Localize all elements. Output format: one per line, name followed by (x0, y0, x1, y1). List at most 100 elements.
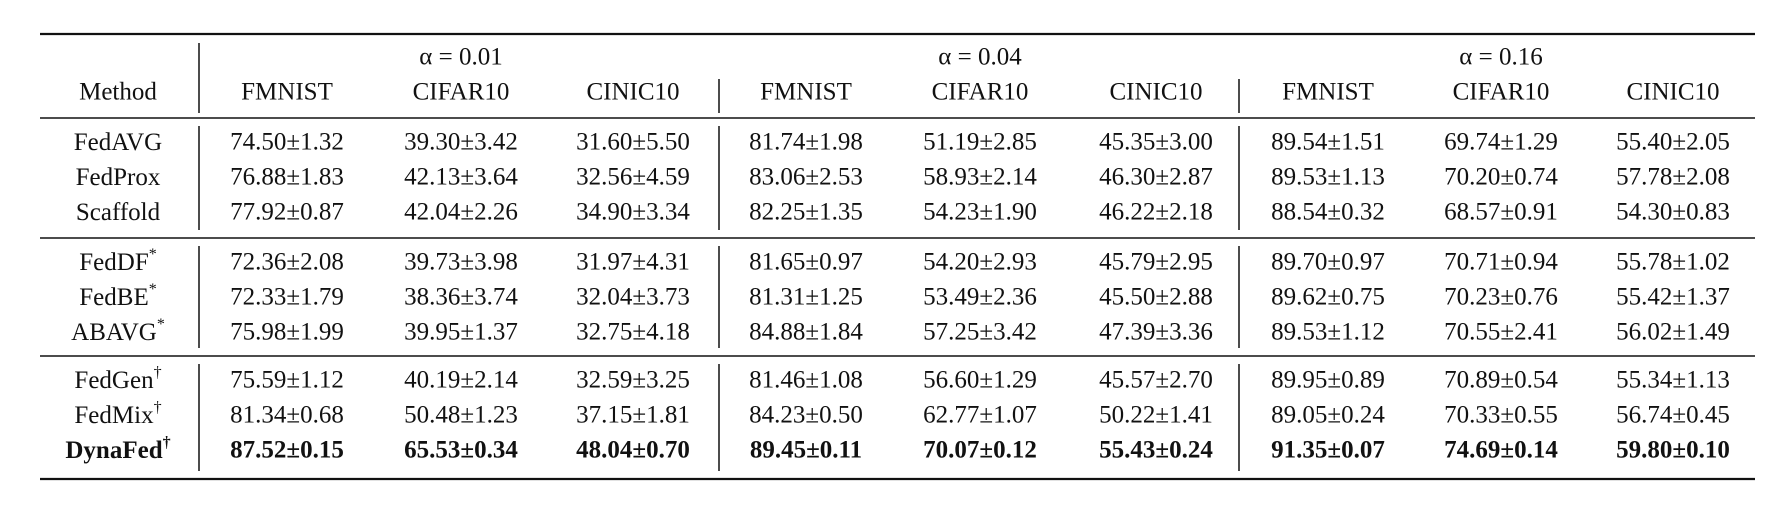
cell-value: 75.59±1.12 (230, 367, 344, 394)
cell-value: 84.23±0.50 (749, 402, 863, 429)
cell-value: 48.04±0.70 (576, 437, 690, 464)
method-label: FedProx (76, 164, 161, 191)
group-label: α = 0.16 (1459, 44, 1542, 71)
cell-value: 81.65±0.97 (749, 249, 863, 276)
cell-value: 34.90±3.34 (576, 199, 690, 226)
column-header: FMNIST (760, 79, 852, 106)
cell-value: 87.52±0.15 (230, 437, 344, 464)
cell-value: 45.57±2.70 (1099, 367, 1213, 394)
cell-value: 50.48±1.23 (404, 402, 518, 429)
method-name: FedGen† (74, 364, 161, 394)
cell-value: 89.53±1.13 (1271, 164, 1385, 191)
method-mark: † (163, 434, 171, 451)
cell-value: 32.75±4.18 (576, 319, 690, 346)
cell-value: 38.36±3.74 (404, 284, 518, 311)
cell-value: 32.04±3.73 (576, 284, 690, 311)
column-header: CIFAR10 (932, 79, 1029, 106)
method-name: FedBE* (79, 281, 156, 311)
cell-value: 45.35±3.00 (1099, 129, 1213, 156)
cell-value: 70.71±0.94 (1444, 249, 1558, 276)
cell-value: 37.15±1.81 (576, 402, 690, 429)
method-name: FedMix† (74, 399, 161, 429)
cell-value: 81.31±1.25 (749, 284, 863, 311)
cell-value: 70.23±0.76 (1444, 284, 1558, 311)
cell-value: 55.40±2.05 (1616, 129, 1730, 156)
cell-value: 83.06±2.53 (749, 164, 863, 191)
method-mark: † (154, 364, 162, 381)
group-label: α = 0.01 (419, 44, 502, 71)
cell-value: 39.73±3.98 (404, 249, 518, 276)
cell-value: 77.92±0.87 (230, 199, 344, 226)
cell-value: 32.56±4.59 (576, 164, 690, 191)
cell-value: 81.74±1.98 (749, 129, 863, 156)
cell-value: 31.60±5.50 (576, 129, 690, 156)
cell-value: 91.35±0.07 (1271, 437, 1385, 464)
method-label: FedDF (79, 249, 148, 276)
method-label: ABAVG (71, 319, 157, 346)
column-header: FMNIST (241, 79, 333, 106)
cell-value: 42.04±2.26 (404, 199, 518, 226)
method-label: FedBE (79, 284, 148, 311)
column-header: FMNIST (1282, 79, 1374, 106)
cell-value: 53.49±2.36 (923, 284, 1037, 311)
cell-value: 70.20±0.74 (1444, 164, 1558, 191)
cell-value: 55.78±1.02 (1616, 249, 1730, 276)
column-header: CINIC10 (1626, 79, 1719, 106)
method-label: DynaFed (65, 437, 162, 464)
cell-value: 54.20±2.93 (923, 249, 1037, 276)
cell-value: 68.57±0.91 (1444, 199, 1558, 226)
method-name: FedAVG (74, 129, 162, 156)
column-header: CINIC10 (586, 79, 679, 106)
cell-value: 72.33±1.79 (230, 284, 344, 311)
cell-value: 89.45±0.11 (750, 437, 862, 464)
cell-value: 75.98±1.99 (230, 319, 344, 346)
method-label: Scaffold (76, 199, 161, 226)
column-header: CINIC10 (1109, 79, 1202, 106)
cell-value: 57.25±3.42 (923, 319, 1037, 346)
column-header: CIFAR10 (1453, 79, 1550, 106)
cell-value: 55.42±1.37 (1616, 284, 1730, 311)
method-name: FedDF* (79, 246, 156, 276)
cell-value: 62.77±1.07 (923, 402, 1037, 429)
header-method: Method (79, 79, 157, 106)
cell-value: 89.70±0.97 (1271, 249, 1385, 276)
method-mark: † (154, 399, 162, 416)
cell-value: 59.80±0.10 (1616, 437, 1730, 464)
cell-value: 56.02±1.49 (1616, 319, 1730, 346)
cell-value: 46.22±2.18 (1099, 199, 1213, 226)
cell-value: 89.95±0.89 (1271, 367, 1385, 394)
cell-value: 70.89±0.54 (1444, 367, 1558, 394)
method-name: DynaFed† (65, 434, 170, 464)
cell-value: 74.69±0.14 (1444, 437, 1558, 464)
cell-value: 76.88±1.83 (230, 164, 344, 191)
cell-value: 89.62±0.75 (1271, 284, 1385, 311)
cell-value: 40.19±2.14 (404, 367, 518, 394)
cell-value: 54.30±0.83 (1616, 199, 1730, 226)
cell-value: 74.50±1.32 (230, 129, 344, 156)
cell-value: 50.22±1.41 (1099, 402, 1213, 429)
cell-value: 57.78±2.08 (1616, 164, 1730, 191)
method-mark: * (157, 316, 165, 333)
cell-value: 82.25±1.35 (749, 199, 863, 226)
cell-value: 55.34±1.13 (1616, 367, 1730, 394)
cell-value: 56.60±1.29 (923, 367, 1037, 394)
cell-value: 58.93±2.14 (923, 164, 1037, 191)
group-label: α = 0.04 (938, 44, 1022, 71)
cell-value: 89.05±0.24 (1271, 402, 1385, 429)
cell-value: 51.19±2.85 (923, 129, 1037, 156)
cell-value: 70.07±0.12 (923, 437, 1037, 464)
cell-value: 81.46±1.08 (749, 367, 863, 394)
cell-value: 56.74±0.45 (1616, 402, 1730, 429)
cell-value: 88.54±0.32 (1271, 199, 1385, 226)
method-name: FedProx (76, 164, 161, 191)
method-mark: * (149, 246, 157, 263)
cell-value: 39.95±1.37 (404, 319, 518, 346)
cell-value: 65.53±0.34 (404, 437, 518, 464)
method-label: FedAVG (74, 129, 162, 156)
cell-value: 39.30±3.42 (404, 129, 518, 156)
method-name: Scaffold (76, 199, 161, 226)
cell-value: 89.54±1.51 (1271, 129, 1385, 156)
method-mark: * (149, 281, 157, 298)
